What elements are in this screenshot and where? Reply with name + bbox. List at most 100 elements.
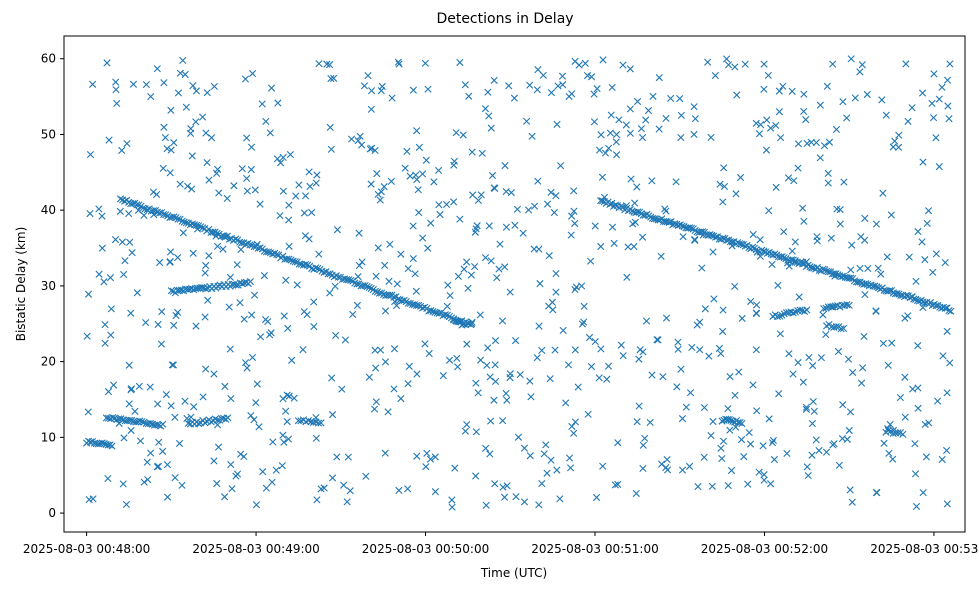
data-point [156, 258, 164, 267]
data-point [803, 306, 811, 314]
data-point [633, 97, 642, 106]
data-point [371, 346, 379, 354]
data-point [108, 442, 116, 450]
data-point [829, 441, 837, 449]
data-point [626, 129, 634, 137]
data-point [280, 438, 288, 446]
data-point [195, 420, 203, 428]
data-point [127, 426, 135, 435]
data-point [139, 204, 147, 212]
x-axis-label: Time (UTC) [480, 566, 547, 580]
data-point [347, 135, 356, 143]
data-point [570, 207, 578, 215]
data-point [136, 417, 144, 425]
data-point [513, 205, 521, 213]
data-point [543, 200, 552, 208]
data-point [365, 373, 373, 381]
data-point [116, 195, 125, 203]
data-point [707, 431, 715, 440]
data-point [458, 321, 466, 329]
data-point [243, 174, 251, 183]
data-point [738, 419, 746, 428]
data-point [459, 131, 467, 139]
data-point [361, 281, 369, 290]
data-point [768, 439, 777, 447]
data-point [938, 83, 946, 91]
data-point [809, 397, 817, 406]
data-point [891, 137, 899, 145]
data-point [941, 258, 949, 267]
data-point [421, 59, 429, 67]
data-point [178, 217, 186, 225]
data-point [331, 282, 339, 290]
y-tick-label: 0 [48, 506, 56, 520]
data-point [327, 74, 335, 83]
data-point [858, 61, 866, 69]
data-point [501, 263, 509, 271]
data-point [780, 310, 788, 318]
data-point [553, 466, 561, 474]
data-point [911, 470, 920, 478]
data-point [127, 309, 135, 317]
data-point [400, 296, 408, 305]
data-point [454, 272, 463, 280]
data-point [310, 298, 318, 306]
data-point [490, 396, 498, 404]
data-point [477, 191, 485, 199]
y-tick-label: 50 [41, 127, 56, 141]
data-point [160, 123, 168, 131]
data-point [111, 236, 120, 244]
data-point [856, 264, 864, 273]
data-point [888, 339, 896, 347]
data-point [158, 308, 166, 316]
data-point [552, 192, 560, 200]
data-point [286, 150, 294, 159]
data-point [679, 233, 687, 241]
data-point [756, 252, 764, 260]
data-point [499, 417, 507, 425]
data-point [107, 331, 115, 339]
data-point [425, 349, 433, 358]
data-point [367, 180, 375, 188]
data-point [491, 480, 499, 488]
data-point [487, 417, 495, 425]
data-point [565, 454, 574, 462]
data-point [552, 288, 560, 296]
data-point [918, 89, 927, 97]
data-point [534, 66, 542, 74]
data-point [533, 354, 541, 362]
data-point [154, 462, 163, 471]
data-point [142, 318, 150, 327]
data-point [384, 408, 392, 416]
data-point [635, 402, 643, 410]
data-point [943, 389, 951, 397]
data-point [153, 65, 161, 73]
data-point [136, 437, 145, 445]
data-point [358, 258, 366, 266]
data-point [863, 90, 871, 99]
data-point [392, 301, 401, 310]
data-point [676, 95, 684, 103]
data-point [280, 312, 288, 320]
data-point [819, 265, 827, 273]
data-point [767, 124, 775, 132]
data-point [776, 312, 784, 320]
data-point [665, 218, 673, 226]
data-point [202, 365, 210, 373]
data-point [159, 164, 167, 172]
data-point [326, 270, 334, 278]
data-point [568, 90, 576, 98]
data-point [768, 260, 776, 269]
data-point [614, 480, 622, 489]
data-point [386, 240, 394, 248]
data-point [763, 116, 771, 124]
data-point [161, 133, 169, 142]
data-point [279, 431, 287, 439]
data-point [932, 302, 940, 310]
data-point [247, 143, 256, 151]
data-point [719, 437, 728, 445]
data-point [405, 362, 413, 370]
data-point [287, 256, 295, 264]
data-point [181, 397, 189, 405]
data-point [207, 418, 215, 426]
